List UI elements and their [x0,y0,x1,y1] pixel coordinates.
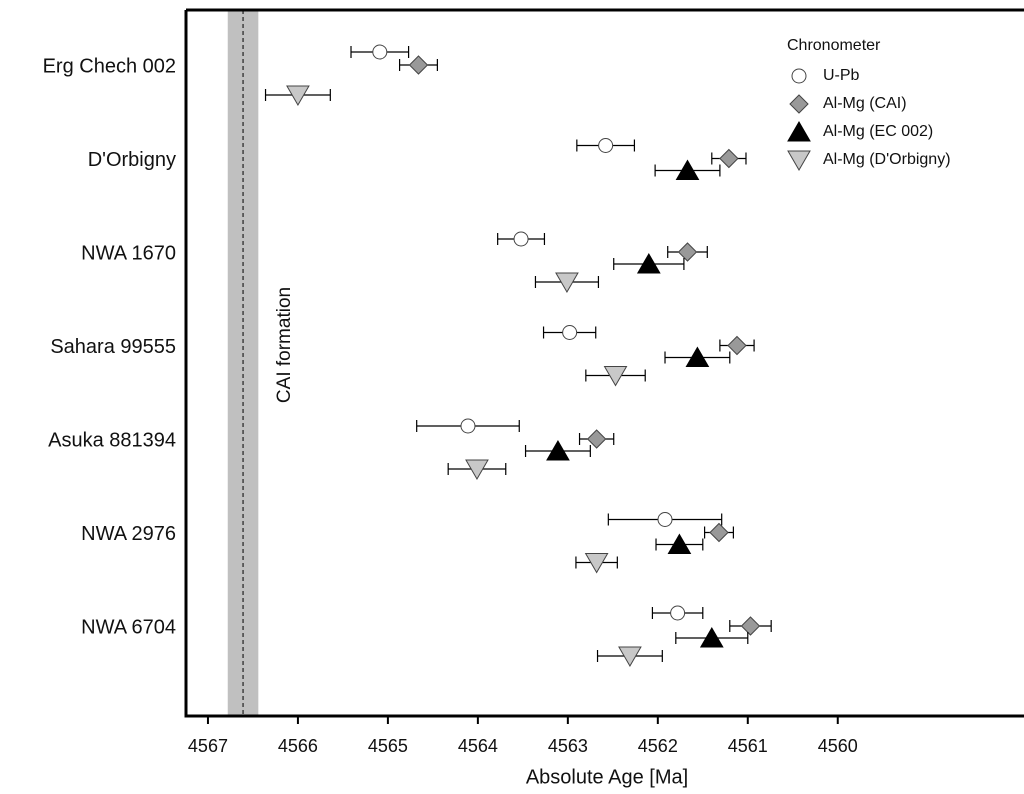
marker [719,148,739,169]
legend-label: Al-Mg (CAI) [823,95,907,112]
marker [787,121,811,142]
y-tick-label: NWA 6704 [81,616,176,638]
annotation-text: CAI formation [274,287,295,403]
marker [677,242,698,262]
marker [586,429,607,449]
marker [584,553,609,574]
x-tick-label: 4563 [548,736,588,756]
series [264,85,663,667]
x-tick-label: 4560 [818,736,858,756]
marker [286,85,310,106]
x-tick-label: 4567 [188,736,228,756]
marker [667,533,692,554]
legend-item: U-Pb [791,67,860,84]
y-tick-label: NWA 2976 [81,523,176,545]
marker [465,459,489,480]
marker [513,231,529,247]
legend-item: Al-Mg (EC 002) [787,121,933,142]
frame [184,8,1024,718]
y-tick-label: Sahara 99555 [50,336,176,358]
x-tick-label: 4565 [368,736,408,756]
marker [372,44,388,60]
y-tick-label: D'Orbigny [88,149,176,171]
legend-label: Al-Mg (D'Orbigny) [823,151,951,168]
marker [562,325,578,340]
marker [685,346,710,367]
x-tick-label: 4561 [728,736,768,756]
marker [657,512,673,527]
marker [675,159,700,180]
marker [670,605,686,621]
y-tick-label: Erg Chech 002 [43,55,176,77]
marker [546,440,570,461]
marker [727,335,747,356]
marker [699,627,724,648]
legend-label: U-Pb [823,67,860,84]
x-tick-label: 4566 [278,736,318,756]
marker [636,253,661,274]
marker [709,522,729,543]
marker [791,68,807,84]
marker [740,616,761,636]
x-tick-label: 4562 [638,736,678,756]
x-axis-label: Absolute Age [Ma] [526,766,688,788]
series [524,159,749,648]
marker [618,646,642,667]
marker [787,150,811,171]
y-tick-label: Asuka 881394 [48,429,176,451]
marker [603,366,628,387]
marker [408,55,429,75]
marker [598,138,614,153]
x-tick-label: 4564 [458,736,498,756]
y-tick-label: NWA 1670 [81,242,176,264]
legend-item: Al-Mg (CAI) [789,94,907,114]
marker [555,272,579,293]
series [398,55,772,636]
marker [460,418,476,434]
legend-label: Al-Mg (EC 002) [823,123,933,140]
series [350,44,723,621]
legend-item: Al-Mg (D'Orbigny) [787,150,951,171]
legend-title: Chronometer [787,37,881,54]
marker [789,94,809,114]
